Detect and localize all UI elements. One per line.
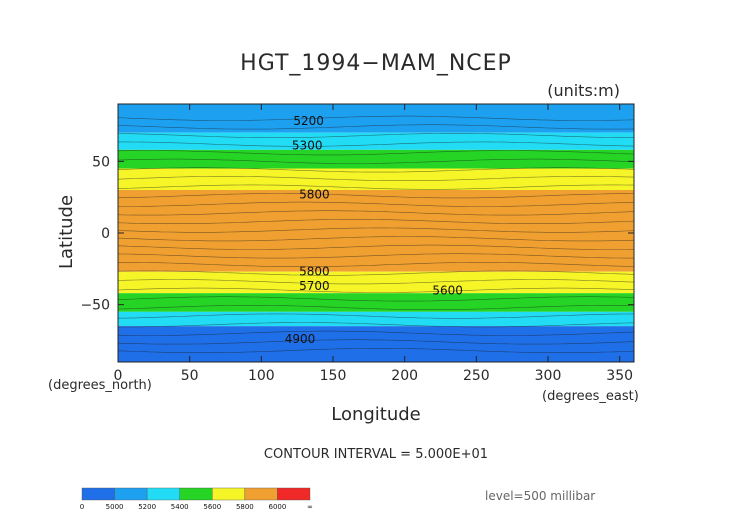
contour-interval-text: CONTOUR INTERVAL = 5.000E+01 (264, 447, 488, 462)
contour-line (118, 141, 635, 147)
axis-ticks: 0 50 100 150 200 250 300 350 50 0 −50 (80, 104, 634, 384)
contour-line (117, 133, 634, 138)
contour-band (118, 271, 634, 294)
contour-line (117, 244, 635, 250)
y-unit-label: (degrees_north) (48, 378, 152, 393)
colorbar-tick-label: 5000 (106, 503, 124, 511)
contour-line (118, 322, 635, 328)
contour-band (118, 311, 634, 327)
colorbar-tick-label: 5200 (138, 503, 156, 511)
contour-label: 4900 (285, 332, 316, 346)
colorbar-swatch (277, 487, 311, 501)
contour-line (117, 167, 635, 173)
level-text: level=500 millibar (485, 489, 595, 503)
x-tick-label: 100 (248, 368, 275, 384)
y-axis-label: Latitude (56, 195, 77, 269)
x-tick-label: 350 (606, 368, 633, 384)
contour-band (118, 190, 634, 272)
colorbar-swatch (212, 487, 246, 501)
x-tick-label: 300 (535, 368, 562, 384)
contour-band (118, 168, 634, 190)
contour-band (118, 293, 634, 312)
x-tick-label: 250 (463, 368, 490, 384)
colorbar-swatch (81, 487, 115, 501)
colorbar-tick-label: 0 (80, 503, 84, 511)
contour-line (117, 124, 635, 130)
contour-label: 5300 (292, 139, 323, 153)
contour-line (117, 227, 635, 233)
contour-line (117, 210, 635, 216)
colorbar-tick-label: 5600 (203, 503, 221, 511)
contour-line (117, 279, 635, 285)
units-label: (units:m) (547, 81, 620, 100)
contour-band (118, 149, 634, 169)
colorbar-tick-label: 6000 (269, 503, 287, 511)
contour-label: 5800 (299, 187, 330, 201)
contour-line (117, 184, 635, 190)
contour-line (117, 296, 635, 302)
contour-line (117, 330, 635, 336)
colorbar-swatch (146, 487, 180, 501)
contour-line (117, 287, 635, 293)
contour-line (117, 150, 635, 156)
colorbar-tick-label: ∞ (307, 503, 313, 511)
y-tick-label: −50 (80, 298, 110, 314)
contour-line (117, 313, 635, 319)
colorbar-swatch (179, 487, 213, 501)
contour-line (117, 236, 635, 242)
contour-line (117, 270, 635, 276)
contour-line (117, 193, 635, 199)
contour-line (117, 253, 634, 259)
x-tick-label: 150 (320, 368, 347, 384)
x-tick-label: 50 (181, 368, 199, 384)
contour-line (118, 262, 635, 267)
x-tick-label: 0 (114, 368, 123, 384)
contour-label: 5700 (299, 279, 330, 293)
y-tick-label: 50 (92, 154, 110, 170)
contour-line (117, 176, 635, 181)
contour-line (117, 339, 635, 345)
chart-title: HGT_1994−MAM_NCEP (240, 51, 512, 76)
contour-line (117, 115, 635, 121)
contour-label: 5600 (432, 283, 463, 297)
x-unit-label: (degrees_east) (542, 389, 639, 404)
x-tick-label: 200 (391, 368, 418, 384)
contour-line (117, 219, 635, 224)
contour-line (117, 158, 635, 164)
colorbar-swatch (244, 487, 278, 501)
contour-label: 5800 (299, 265, 330, 279)
colorbar-tick-label: 5800 (236, 503, 254, 511)
colorbar: 0 5000 5200 5400 5600 5800 6000 ∞ (80, 487, 313, 511)
colorbar-tick-label: 5400 (171, 503, 189, 511)
y-tick-label: 0 (101, 226, 110, 242)
colorbar-swatch (114, 487, 148, 501)
contour-label: 5200 (293, 114, 324, 128)
contour-line (117, 348, 635, 353)
contour-line (117, 305, 635, 310)
contour-line (118, 201, 635, 207)
x-axis-label: Longitude (331, 404, 421, 425)
